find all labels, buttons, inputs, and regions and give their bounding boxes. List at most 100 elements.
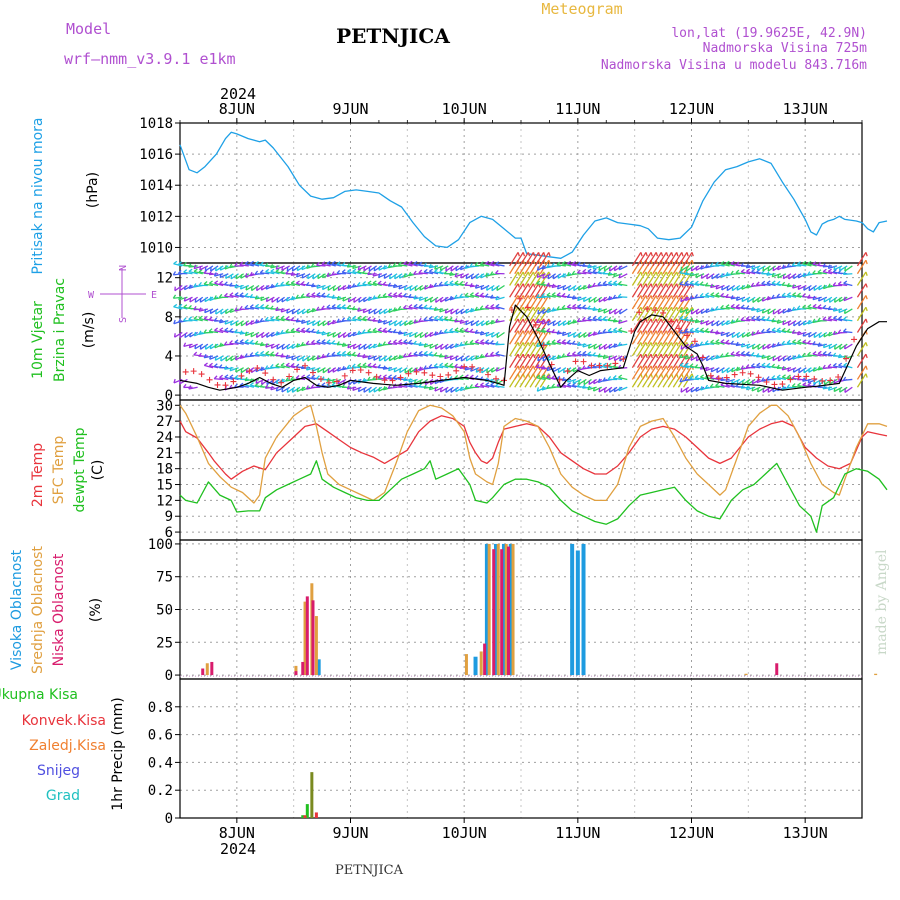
wind-barb-flag (469, 292, 474, 296)
gust-marker (294, 366, 301, 373)
wind-barb (265, 271, 275, 275)
wind-barb (599, 343, 608, 350)
wind-barb-flag (244, 260, 249, 265)
wind-barb (204, 364, 214, 369)
wind-barb (327, 284, 337, 291)
wind-barb (383, 308, 393, 315)
wind-barb-flag (710, 339, 715, 343)
wind-barb-flag (265, 268, 270, 273)
wind-barb-flag (670, 365, 674, 370)
wind-barb-flag (403, 273, 406, 278)
gust-marker (325, 379, 332, 386)
wind-barb-flag (490, 260, 495, 265)
wind-barb-flag (203, 353, 207, 359)
wind-barb (260, 353, 270, 357)
wind-barb-flag (822, 364, 826, 369)
date-label-bottom: 12JUN (669, 824, 714, 842)
wind-barb-flag (812, 295, 816, 300)
wind-barb-flag (741, 285, 744, 290)
wind-barb (602, 283, 613, 287)
gust-marker (580, 358, 587, 365)
wind-barb-flag (776, 374, 781, 378)
gust-marker (532, 321, 539, 328)
wind-barb (766, 330, 776, 334)
wind-barb (445, 343, 454, 350)
wind-barb (290, 330, 301, 334)
wind-barb-flag (577, 296, 580, 301)
wind-barb-flag (310, 384, 315, 388)
wind-barb (710, 341, 720, 345)
wind-barb-flag (689, 295, 693, 300)
location-text: lon,lat (19.9625E, 42.9N) (671, 26, 867, 41)
wind-barb-flag (865, 271, 868, 276)
wind-barb-flag (270, 283, 274, 289)
wind-barb (524, 271, 535, 286)
wind-barb-flag (571, 270, 576, 275)
wind-barb (450, 265, 459, 272)
wind-barb (203, 283, 214, 287)
wind-barb-flag (676, 342, 679, 347)
wind-barb (215, 355, 224, 361)
wind-barb (552, 367, 562, 373)
wind-barb-flag (822, 350, 827, 355)
gust-marker (668, 318, 675, 325)
wind-barb-flag (378, 273, 381, 278)
wind-barb (582, 319, 592, 322)
gust-marker (381, 377, 388, 384)
wind-barb-flag (640, 295, 643, 300)
wind-barb-flag (173, 260, 178, 265)
wind-barb (193, 318, 203, 322)
wind-barb-flag (655, 353, 659, 359)
wind-barb (379, 355, 388, 362)
wind-barb-flag (660, 295, 664, 300)
wind-barb-flag (173, 341, 176, 344)
wind-barb (455, 386, 464, 393)
wind-barb-flag (290, 280, 295, 284)
wind-barb (577, 272, 587, 275)
wind-barb (756, 364, 766, 369)
wind-barb (485, 306, 495, 310)
precip-legend-snow: Snijeg (37, 763, 80, 779)
wind-barb-flag (428, 315, 433, 320)
wind-compass: N S W E (88, 265, 157, 323)
wind-barb-flag (306, 327, 310, 332)
wind-barb-flag (480, 339, 485, 343)
wind-barb-flag (582, 350, 587, 355)
gust-marker (795, 373, 802, 380)
wind-barb-flag (556, 354, 560, 359)
wind-barb (536, 377, 546, 381)
wind-barb-flag (838, 266, 841, 271)
wind-barb-flag (551, 339, 556, 343)
wind-barb-flag (541, 365, 545, 370)
wind-barb-flag (582, 365, 586, 370)
wind-barb-flag (720, 273, 724, 278)
wind-barb-flag (475, 368, 478, 373)
wind-barb-flag (275, 352, 279, 356)
wind-barb (614, 265, 623, 272)
wind-barb-flag (444, 280, 449, 285)
wind-barb-flag (598, 387, 601, 393)
wind-barb-flag (833, 387, 836, 392)
gust-marker (492, 375, 499, 382)
wind-barb-flag (234, 329, 238, 333)
wind-barb (828, 265, 838, 270)
wind-barb (209, 296, 219, 302)
wind-barb-flag (362, 281, 367, 285)
wind-barb (685, 296, 695, 302)
ytick-label-precip: 0.6 (148, 728, 173, 744)
wind-barb-flag (223, 365, 228, 370)
wind-barb-flag (689, 317, 693, 322)
wind-barb (838, 308, 848, 314)
wind-barb-flag (388, 356, 391, 361)
wind-barb-flag (254, 319, 258, 324)
wind-barb-flag (474, 329, 478, 334)
wind-barb (839, 343, 848, 350)
wind-barb (173, 263, 183, 267)
wind-barb-flag (285, 280, 290, 285)
wind-barb (690, 282, 700, 287)
wind-barb (557, 284, 567, 290)
wind-barb-flag (655, 295, 659, 300)
wind-barb-flag (418, 269, 423, 274)
wind-barb-flag (188, 263, 192, 268)
wind-barb-flag (204, 308, 207, 313)
